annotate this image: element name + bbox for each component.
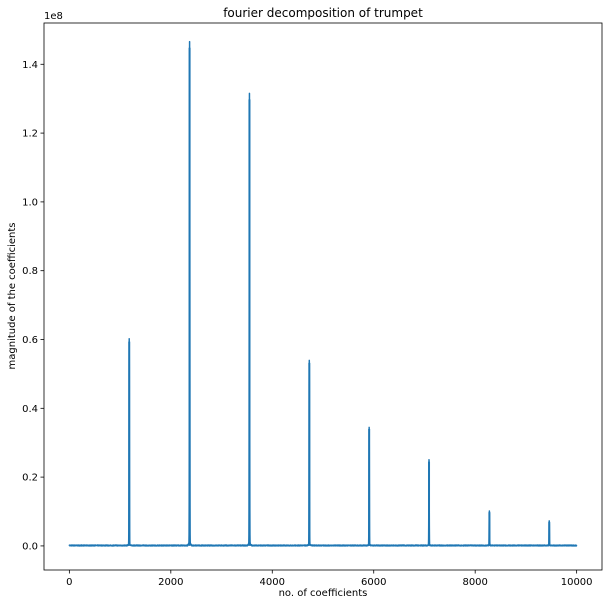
x-axis: 0 2000 4000 6000 8000 10000 — [66, 570, 593, 588]
x-tick-label: 2000 — [158, 577, 183, 588]
y-tick-label: 0.0 — [22, 541, 38, 552]
chart-title: fourier decomposition of trumpet — [223, 6, 423, 20]
x-tick-label: 6000 — [361, 577, 386, 588]
x-axis-label: no. of coefficients — [279, 588, 368, 599]
x-tick-label: 10000 — [561, 577, 593, 588]
y-tick-label: 0.6 — [22, 335, 38, 346]
y-axis: 0.0 0.2 0.4 0.6 0.8 1.0 1.2 1.4 — [22, 60, 44, 552]
y-tick-label: 1.2 — [22, 129, 38, 140]
y-offset-label: 1e8 — [44, 11, 63, 22]
y-tick-label: 0.2 — [22, 473, 38, 484]
y-tick-label: 0.8 — [22, 266, 38, 277]
y-tick-label: 0.4 — [22, 404, 38, 415]
plot-area — [44, 23, 602, 570]
axes-frame — [43, 22, 603, 571]
y-tick-label: 1.4 — [22, 60, 38, 71]
y-tick-label: 1.0 — [22, 197, 38, 208]
series-line — [68, 40, 578, 547]
x-tick-label: 0 — [66, 577, 72, 588]
x-tick-label: 8000 — [462, 577, 487, 588]
y-axis-label: magnitude of the coefficients — [7, 222, 18, 369]
x-tick-label: 4000 — [260, 577, 285, 588]
series-layer — [68, 40, 578, 547]
